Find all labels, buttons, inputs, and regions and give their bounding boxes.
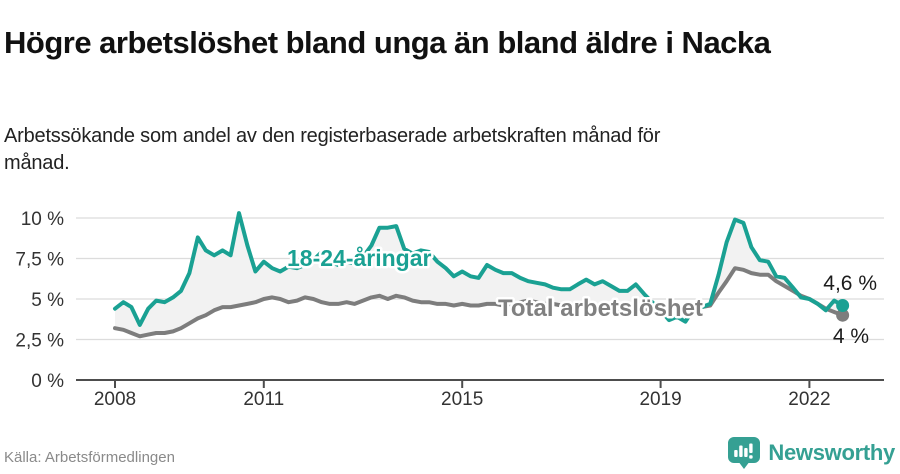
end-dot-total	[836, 308, 850, 322]
x-tick-label: 2022	[788, 389, 830, 410]
y-tick-label: 10 %	[21, 209, 64, 230]
x-tick-label: 2015	[441, 389, 483, 410]
series-end-dots	[836, 298, 850, 322]
x-tick-label: 2019	[639, 389, 681, 410]
series-label-total: Total arbetslöshet	[498, 295, 703, 322]
x-tick-label: 2011	[243, 389, 284, 410]
newsworthy-logo: Newsworthy	[727, 436, 895, 470]
series-lines	[113, 211, 845, 339]
end-value-label-total: 4 %	[833, 325, 869, 348]
y-tick-label: 7,5 %	[15, 250, 64, 271]
end-dot-youth	[836, 298, 850, 312]
newsworthy-bar-chart-bubble-icon	[728, 437, 761, 469]
x-axis	[76, 379, 884, 388]
x-axis-labels: 2008 2011 2015 2019 2022	[94, 389, 831, 410]
newsworthy-wordmark: Newsworthy	[768, 440, 895, 465]
page-subtitle: Arbetssökande som andel av den registerb…	[4, 125, 661, 174]
series-label-youth: 18-24-åringar	[287, 245, 432, 271]
page-title: Högre arbetslöshet bland unga än bland ä…	[4, 24, 771, 60]
series-line-youth	[113, 211, 845, 327]
y-tick-label: 5 %	[31, 290, 64, 311]
y-tick-label: 0 %	[31, 371, 64, 392]
series-line-total	[113, 266, 845, 339]
source-note: Källa: Arbetsförmedlingen	[4, 449, 175, 466]
x-tick-label: 2008	[94, 389, 136, 410]
y-tick-label: 2,5 %	[15, 331, 64, 352]
end-value-label-youth: 4,6 %	[823, 272, 877, 295]
y-axis-labels: 0 % 2,5 % 5 % 7,5 % 10 %	[15, 209, 64, 392]
